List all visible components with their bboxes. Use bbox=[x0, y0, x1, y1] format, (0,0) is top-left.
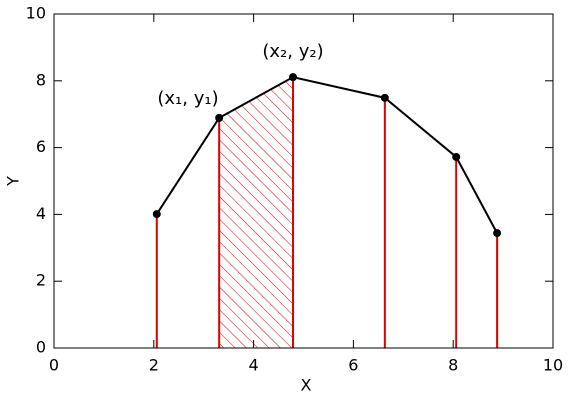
x-tick-label: 0 bbox=[49, 356, 59, 375]
data-point bbox=[152, 210, 161, 219]
annotation: (x₂, y₂) bbox=[262, 41, 323, 62]
x-tick-label: 10 bbox=[543, 356, 563, 375]
shaded-area bbox=[219, 77, 294, 348]
y-tick-label: 0 bbox=[36, 338, 46, 357]
y-tick-label: 4 bbox=[36, 204, 46, 223]
y-tick-label: 8 bbox=[36, 70, 46, 89]
x-tick-label: 8 bbox=[448, 356, 458, 375]
x-tick-label: 6 bbox=[348, 356, 358, 375]
plot-frame bbox=[53, 13, 554, 349]
x-tick-label: 2 bbox=[149, 356, 159, 375]
x-axis-label: X bbox=[301, 376, 312, 395]
y-tick-label: 2 bbox=[36, 271, 46, 290]
data-point bbox=[493, 229, 502, 238]
y-tick-label: 6 bbox=[36, 137, 46, 156]
data-point bbox=[215, 113, 224, 122]
data-point bbox=[380, 93, 389, 102]
data-line bbox=[155, 76, 498, 234]
annotation: (x₁, y₁) bbox=[157, 88, 218, 109]
y-tick-label: 10 bbox=[26, 4, 46, 23]
x-tick-label: 4 bbox=[249, 356, 259, 375]
y-axis-label: Y bbox=[4, 176, 23, 187]
data-point bbox=[452, 152, 461, 161]
data-point bbox=[289, 73, 298, 82]
